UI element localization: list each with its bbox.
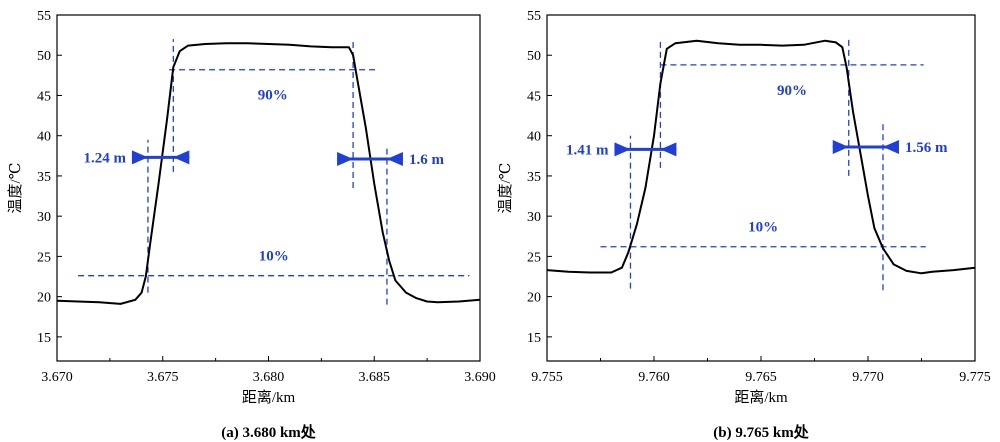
chart-b-width-arrow-left xyxy=(832,139,849,154)
chart-b-guide-label: 90% xyxy=(777,83,807,99)
chart-b-xtick-label: 9.765 xyxy=(745,370,777,385)
chart-b-ytick-label: 15 xyxy=(527,331,541,346)
chart-b-width-label: 1.56 m xyxy=(905,140,948,156)
chart-a-ytick-label: 35 xyxy=(37,170,51,185)
chart-a-ytick-label: 20 xyxy=(37,291,51,306)
chart-b-xtick-label: 9.760 xyxy=(638,370,670,385)
chart-a-guide-label: 90% xyxy=(258,88,288,104)
chart-b-xtick-label: 9.770 xyxy=(852,370,884,385)
chart-b-ytick-label: 50 xyxy=(527,49,541,64)
chart-a-series-line-0 xyxy=(56,42,481,305)
chart-b-caption: (b) 9.765 km处 xyxy=(713,423,809,441)
chart-a-ytick-label: 50 xyxy=(37,49,51,64)
chart-a-ytick-label: 25 xyxy=(37,250,51,265)
chart-b-plot-frame xyxy=(546,14,976,362)
chart-b-ytick-label: 55 xyxy=(527,9,541,24)
chart-b-xtick-label: 9.755 xyxy=(531,370,563,385)
chart-b-xlabel: 距离/km xyxy=(734,389,788,406)
chart-b-width-arrow-right xyxy=(660,142,677,157)
chart-b-ytick-label: 20 xyxy=(527,291,541,306)
chart-b-ytick-label: 35 xyxy=(527,170,541,185)
chart-b: 15 20 25 30 35 40 45 50 55 9.755 9.760 9.765 9.770 9.… xyxy=(497,9,991,441)
chart-b-series-line-0 xyxy=(546,39,976,275)
chart-a-xlabel: 距离/km xyxy=(242,389,296,406)
chart-b-width-arrow-left xyxy=(614,142,631,157)
chart-a-width-arrow-left xyxy=(131,150,148,165)
chart-a-width-arrow-right xyxy=(173,150,190,165)
chart-a-xtick-label: 3.680 xyxy=(253,370,285,385)
chart-a-caption: (a) 3.680 km处 xyxy=(221,423,317,441)
chart-a-plot-frame xyxy=(56,14,481,362)
chart-a-xtick-label: 3.670 xyxy=(41,370,73,385)
chart-b-xtick-label: 9.775 xyxy=(959,370,991,385)
chart-a-width-label: 1.24 m xyxy=(83,150,126,166)
chart-b-ytick-label: 30 xyxy=(527,210,541,225)
chart-a-ylabel: 温度/℃ xyxy=(7,163,24,214)
chart-a-ytick-label: 30 xyxy=(37,210,51,225)
chart-a-guide-label: 10% xyxy=(259,249,289,265)
chart-a-ytick-label: 40 xyxy=(37,130,51,145)
chart-b-ytick-label: 25 xyxy=(527,250,541,265)
chart-a-xtick-label: 3.690 xyxy=(464,370,496,385)
chart-a: 15 20 25 30 35 40 45 50 55 3.670 3.675 3.680 3.685 3.… xyxy=(7,9,496,441)
chart-a-ytick-label: 55 xyxy=(37,9,51,24)
chart-b-width-label: 1.41 m xyxy=(566,142,609,158)
chart-a-ytick-label: 45 xyxy=(37,89,51,104)
chart-a-width-label: 1.6 m xyxy=(409,152,445,168)
chart-b-width-arrow-right xyxy=(882,139,899,154)
chart-a-xtick-label: 3.675 xyxy=(147,370,179,385)
chart-b-ytick-label: 40 xyxy=(527,130,541,145)
chart-b-guide-label: 10% xyxy=(748,220,778,236)
chart-a-xtick-label: 3.685 xyxy=(359,370,391,385)
chart-b-ytick-label: 45 xyxy=(527,89,541,104)
chart-a-width-arrow-left xyxy=(337,152,354,167)
chart-a-width-arrow-right xyxy=(386,152,403,167)
chart-a-ytick-label: 15 xyxy=(37,331,51,346)
chart-b-ylabel: 温度/℃ xyxy=(497,163,514,214)
